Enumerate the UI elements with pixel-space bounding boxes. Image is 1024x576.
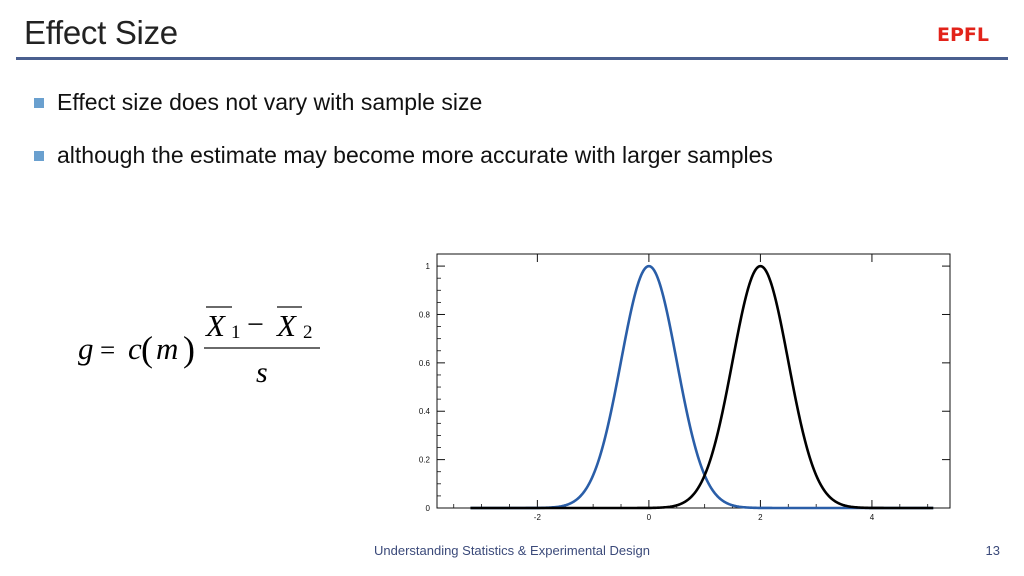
bullet-text: although the estimate may become more ac… [57,142,773,168]
y-tick-label: 0.2 [419,456,431,465]
x-tick-label: 2 [758,513,763,522]
formula-equals: = [100,335,115,365]
hedges-g-formula: g = c ( m ) X 1 − X 2 s [78,306,320,389]
curve-series-1 [470,264,934,510]
bullet-item: Effect size does not vary with sample si… [34,86,773,119]
footer-text: Understanding Statistics & Experimental … [373,543,651,558]
formula-s: s [256,356,268,389]
x-tick-label: 4 [870,513,875,522]
x-tick-label: -2 [534,513,542,522]
title-divider [16,57,1008,60]
bullet-list: Effect size does not vary with sample si… [34,86,773,192]
formula-sub1: 1 [231,322,241,343]
square-bullet-icon [34,150,44,161]
plot-frame [436,253,951,509]
formula-minus: − [247,308,264,341]
x-tick-label: 0 [647,513,652,522]
y-tick-label: 0.4 [419,407,431,416]
formula-g: g [78,331,94,366]
y-tick-label: 0 [426,504,431,513]
formula-m: m [156,331,178,366]
bullet-text: Effect size does not vary with sample si… [57,89,483,115]
page-number: 13 [985,543,1000,558]
formula-x2: X [275,308,297,343]
curve-series-2 [470,264,934,510]
bullet-item: although the estimate may become more ac… [34,139,773,172]
square-bullet-icon [34,97,44,108]
formula-x1: X [204,308,226,343]
formula-open-paren: ( [141,329,153,369]
y-tick-label: 0.8 [419,310,431,319]
epfl-logo: EPFL [937,24,989,46]
y-tick-label: 1 [426,262,431,271]
formula-close-paren: ) [183,329,195,369]
normal-distributions-chart: 0 0.2 0.4 0.6 0.8 1 -2 0 2 4 [419,253,951,522]
formula-c: c [128,331,142,366]
slide-title: Effect Size [24,14,178,51]
formula-sub2: 2 [303,322,313,343]
y-tick-label: 0.6 [419,359,431,368]
